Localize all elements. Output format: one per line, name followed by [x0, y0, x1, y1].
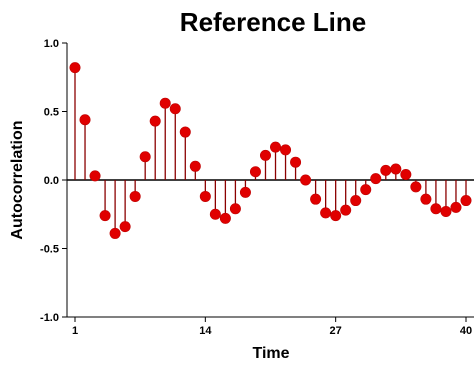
plot-area: -1.0 -0.5 0.0 0.5 1.0 1 14 27 40	[40, 38, 474, 337]
data-point	[249, 166, 261, 178]
data-point	[380, 164, 392, 176]
data-point	[229, 203, 241, 215]
x-axis-label: Time	[252, 345, 289, 362]
data-point	[420, 193, 432, 205]
data-point	[79, 114, 91, 126]
data-point	[270, 141, 282, 153]
data-point	[109, 227, 121, 239]
x-tick-label: 14	[199, 325, 212, 337]
data-point	[390, 163, 402, 175]
y-tick-label: -0.5	[40, 244, 59, 256]
data-point	[350, 195, 362, 207]
data-point	[99, 210, 111, 222]
data-point	[360, 184, 372, 196]
data-point	[450, 201, 462, 213]
data-point	[179, 126, 191, 138]
y-tick-label: 1.0	[44, 38, 59, 50]
data-point	[189, 160, 201, 172]
data-point	[400, 169, 412, 181]
x-tick-label: 1	[72, 325, 78, 337]
data-point	[169, 103, 181, 115]
data-point	[89, 170, 101, 182]
data-point	[159, 97, 171, 109]
x-tick-label: 40	[460, 325, 472, 337]
data-point	[259, 149, 271, 161]
data-point	[199, 190, 211, 202]
data-point	[119, 221, 131, 233]
y-axis-label: Autocorrelation	[9, 120, 26, 239]
data-point	[280, 144, 292, 156]
x-tick-label: 27	[330, 325, 342, 337]
data-point	[209, 208, 221, 220]
data-point	[370, 173, 382, 185]
data-point	[310, 193, 322, 205]
data-point	[430, 203, 442, 215]
chart-title: Reference Line	[180, 7, 366, 37]
data-point	[300, 174, 312, 186]
y-tick-label: 0.0	[44, 175, 59, 187]
data-point	[129, 190, 141, 202]
data-point	[239, 186, 251, 198]
y-tick-label: 0.5	[44, 107, 59, 119]
data-point	[460, 195, 472, 207]
data-point	[139, 151, 151, 163]
y-tick-label: -1.0	[40, 312, 59, 324]
data-point	[149, 115, 161, 127]
data-point	[219, 212, 231, 224]
data-point	[440, 206, 452, 218]
data-point	[320, 207, 332, 219]
data-point	[290, 156, 302, 168]
data-point	[330, 210, 342, 222]
data-point	[410, 181, 422, 193]
data-point	[340, 204, 352, 216]
data-point	[69, 62, 81, 74]
